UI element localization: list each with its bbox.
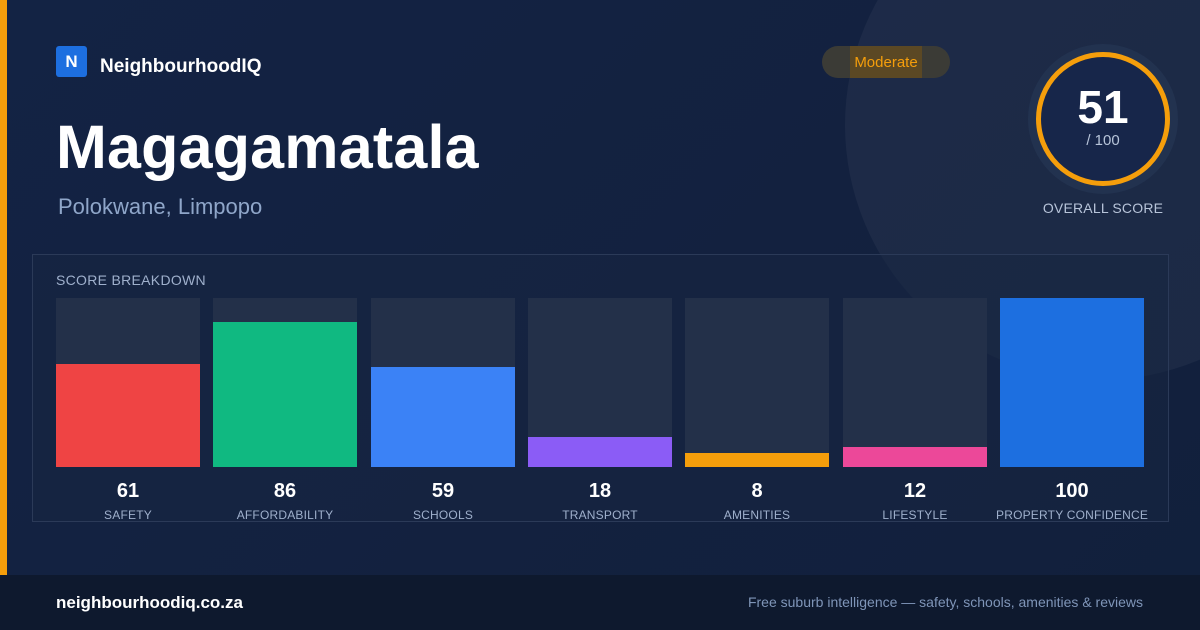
bar-property-confidence: 100 PROPERTY CONFIDENCE	[996, 298, 1148, 522]
bar-label: SAFETY	[104, 508, 152, 522]
bar-label: TRANSPORT	[562, 508, 638, 522]
bar-affordability: 86 AFFORDABILITY	[213, 298, 357, 522]
bar-label: AFFORDABILITY	[236, 508, 334, 522]
bar-value: 100	[1055, 480, 1089, 502]
bar-transport: 18 TRANSPORT	[528, 298, 672, 522]
bar-amenities: 8 AMENITIES	[685, 298, 829, 522]
bar-fill	[213, 322, 357, 467]
bar-fill	[56, 364, 200, 467]
bar-track	[56, 298, 200, 467]
rating-badge: Moderate	[822, 46, 950, 78]
bar-safety: 61 SAFETY	[56, 298, 200, 522]
bar-value: 61	[116, 480, 140, 502]
bar-track	[213, 298, 357, 467]
footer-tagline: Free suburb intelligence — safety, schoo…	[747, 594, 1143, 610]
bar-value: 12	[903, 480, 927, 502]
bar-fill	[685, 453, 829, 467]
accent-stripe	[0, 0, 7, 575]
bar-track	[685, 298, 829, 467]
bar-fill	[1000, 298, 1144, 467]
score-ring	[1036, 52, 1170, 186]
bar-label: SCHOOLS	[412, 508, 474, 522]
footer-domain: neighbourhoodiq.co.za	[56, 593, 243, 612]
overall-score-max: / 100	[1086, 132, 1120, 149]
bar-fill	[371, 367, 515, 467]
bar-track	[371, 298, 515, 467]
brand-name: NeighbourhoodIQ	[100, 56, 262, 77]
bar-value: 8	[751, 480, 763, 502]
bar-track	[1000, 298, 1144, 467]
bar-value: 86	[273, 480, 297, 502]
bar-label: LIFESTYLE	[882, 508, 948, 522]
bar-track	[843, 298, 987, 467]
bar-value: 18	[588, 480, 612, 502]
suburb-location: Polokwane, Limpopo	[58, 194, 263, 219]
suburb-title: Magagamatala	[56, 113, 479, 181]
bar-fill	[843, 447, 987, 467]
bar-track	[528, 298, 672, 467]
bar-value: 59	[431, 480, 455, 502]
bar-schools: 59 SCHOOLS	[371, 298, 515, 522]
bar-fill	[528, 437, 672, 467]
overall-score-caption: OVERALL SCORE	[1042, 200, 1164, 216]
overall-score-value: 51	[1077, 81, 1129, 133]
bar-label: AMENITIES	[723, 508, 791, 522]
brand-logo-icon: N	[56, 46, 87, 77]
bar-lifestyle: 12 LIFESTYLE	[843, 298, 987, 522]
score-breakdown-heading: SCORE BREAKDOWN	[56, 272, 206, 288]
bar-label: PROPERTY CONFIDENCE	[996, 508, 1149, 522]
footer	[0, 575, 1200, 630]
